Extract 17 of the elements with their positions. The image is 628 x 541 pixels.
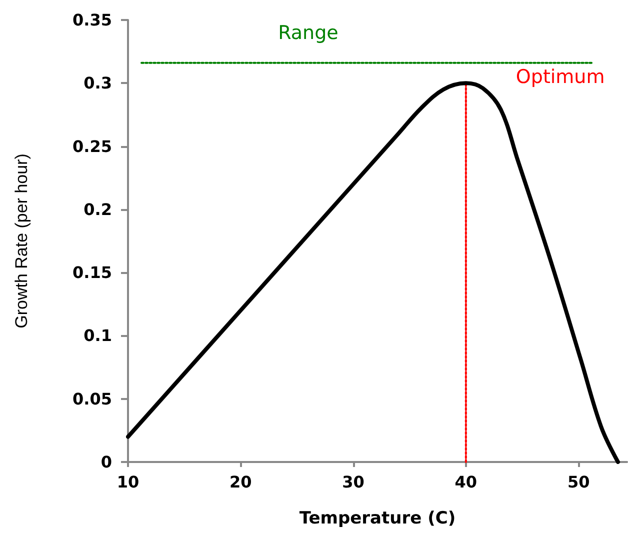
- y-tick-label: 0.25: [72, 136, 112, 156]
- y-tick-label: 0.15: [72, 263, 112, 282]
- x-tick-label: 40: [454, 472, 478, 492]
- y-tick-label: 0.2: [84, 200, 112, 219]
- x-tick-label: 30: [342, 472, 364, 492]
- x-tick-label: 20: [230, 472, 252, 492]
- y-tick-label: 0: [100, 452, 112, 472]
- x-tick-label: 50: [567, 472, 590, 492]
- y-tick-label: 0.1: [84, 326, 112, 346]
- x-axis-title: Temperature (C): [299, 508, 456, 528]
- x-tick-label: 10: [116, 472, 140, 492]
- y-tick-label: 0.3: [84, 74, 112, 93]
- text: Optimum: [516, 66, 605, 88]
- y-tick-label: 0.35: [72, 10, 112, 30]
- y-tick-label: 0.05: [72, 389, 112, 408]
- y-axis-title: Growth Rate (per hour): [12, 154, 31, 328]
- series-label: Range: [278, 22, 338, 44]
